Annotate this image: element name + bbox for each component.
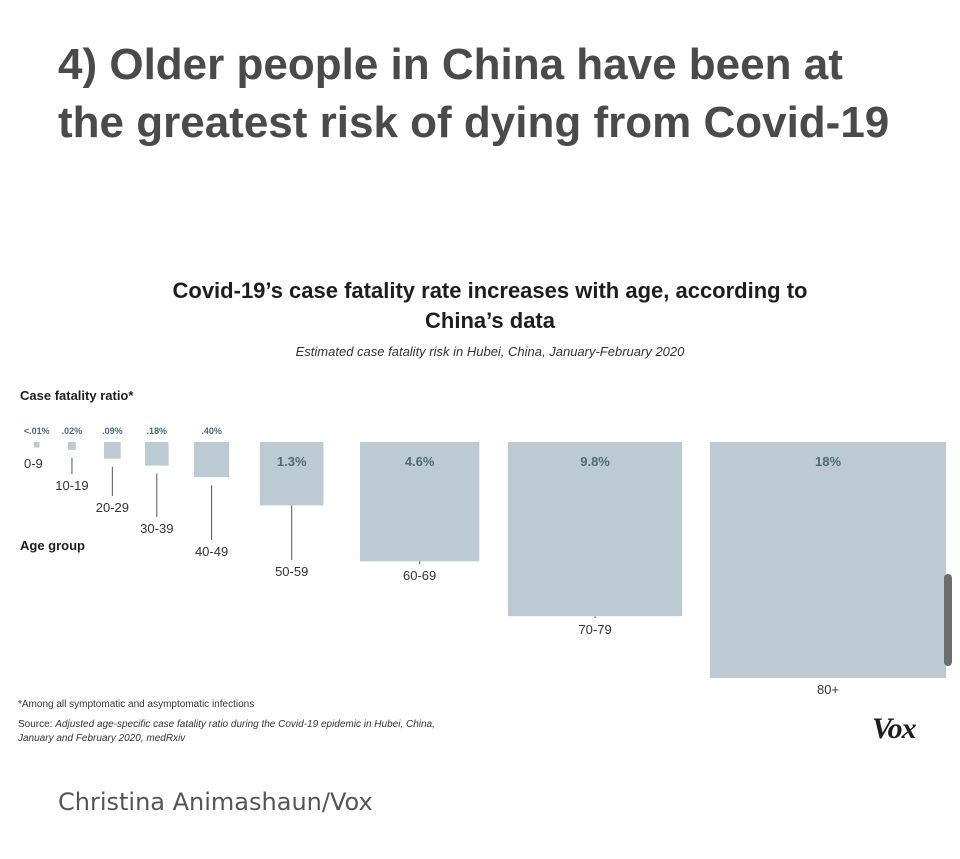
- bar-20-29: [104, 442, 121, 459]
- age-label-70-79: 70-79: [578, 622, 611, 637]
- source-label: Source:: [18, 719, 56, 730]
- value-label-10-19: .02%: [62, 426, 83, 436]
- bar-30-39: [145, 442, 169, 466]
- bar-10-19: [68, 442, 76, 450]
- bar-80+: [710, 442, 946, 678]
- bar-0-9: [34, 442, 40, 448]
- value-label-60-69: 4.6%: [405, 454, 435, 469]
- value-label-80+: 18%: [815, 454, 841, 469]
- age-label-20-29: 20-29: [96, 500, 129, 515]
- value-label-0-9: <.01%: [24, 426, 50, 436]
- value-label-70-79: 9.8%: [580, 454, 610, 469]
- scrollbar-thumb[interactable]: [944, 574, 952, 666]
- age-label-0-9: 0-9: [24, 456, 43, 471]
- age-label-80+: 80+: [817, 682, 839, 697]
- value-label-20-29: .09%: [102, 426, 123, 436]
- bar-40-49: [194, 442, 230, 478]
- bar-70-79: [508, 442, 683, 617]
- age-label-30-39: 30-39: [140, 521, 173, 536]
- bar-60-69: [360, 442, 480, 562]
- value-label-50-59: 1.3%: [277, 454, 307, 469]
- chart-title: Covid-19’s case fatality rate increases …: [172, 278, 808, 333]
- footnote: *Among all symptomatic and asymptomatic …: [18, 699, 255, 710]
- headline: 4) Older people in China have been at th…: [58, 40, 890, 147]
- y-axis-label: Case fatality ratio*: [20, 388, 134, 403]
- age-label-10-19: 10-19: [55, 478, 88, 493]
- x-axis-label: Age group: [20, 538, 85, 553]
- vox-logo: Vox: [872, 712, 917, 745]
- value-label-40-49: .40%: [201, 426, 222, 436]
- bar-50-59: [260, 442, 324, 506]
- photo-credit: Christina Animashaun/Vox: [58, 788, 373, 816]
- chart-subtitle: Estimated case fatality risk in Hubei, C…: [295, 344, 685, 359]
- source-note: Source: Adjusted age-specific case fatal…: [18, 718, 438, 746]
- age-label-40-49: 40-49: [195, 544, 228, 559]
- age-label-50-59: 50-59: [275, 564, 308, 579]
- value-label-30-39: .18%: [147, 426, 168, 436]
- age-label-60-69: 60-69: [403, 568, 436, 583]
- source-text: Adjusted age-specific case fatality rati…: [18, 719, 435, 744]
